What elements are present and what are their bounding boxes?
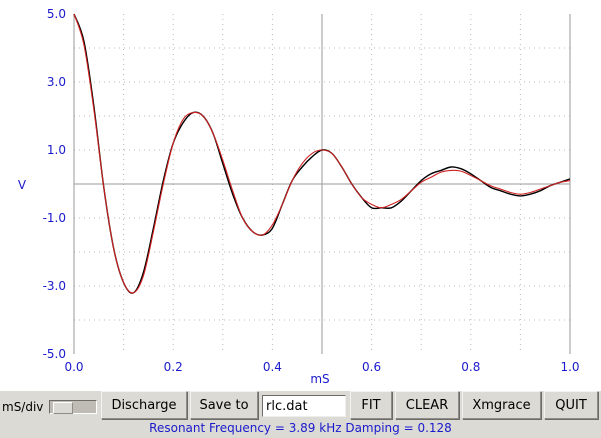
- timebase-slider[interactable]: [49, 400, 97, 414]
- y-tick-label: 3.0: [47, 75, 66, 89]
- quit-button[interactable]: QUIT: [544, 391, 598, 419]
- y-tick-label: -1.0: [43, 211, 66, 225]
- plot-canvas: 0.0 0.2 0.4 0.6 0.8 1.05.03.01.0-1.0-3.0-5.0 …: [0, 0, 601, 391]
- y-axis-label: V: [18, 178, 27, 192]
- plot-background: [0, 0, 601, 391]
- timebase-slider-handle[interactable]: [53, 402, 73, 414]
- discharge-button[interactable]: Discharge: [101, 391, 187, 419]
- x-axis-label: mS: [310, 372, 329, 386]
- y-tick-label: -3.0: [43, 279, 66, 293]
- save-to-button[interactable]: Save to: [190, 391, 258, 419]
- control-toolbar: mS/div Discharge Save to FIT CLEAR Xmgra…: [0, 391, 601, 421]
- x-tick-label: 1.0: [560, 360, 579, 374]
- filename-input[interactable]: [262, 395, 346, 417]
- y-tick-label: -5.0: [43, 347, 66, 361]
- x-tick-label: 0.6: [362, 360, 381, 374]
- tick-labels: 0.0 0.2 0.4 0.6 0.8 1.0 5.0 3.0 1.0 -1.0 -3.0 -5.0: [43, 7, 580, 374]
- fit-button[interactable]: FIT: [350, 391, 392, 419]
- series-line-2: [73, 13, 571, 294]
- x-tick-label: 0.0: [64, 360, 83, 374]
- x-tick-label: 0.2: [164, 360, 183, 374]
- y-tick-label: 5.0: [47, 7, 66, 21]
- clear-button[interactable]: CLEAR: [395, 391, 459, 419]
- x-tick-label: 0.4: [263, 360, 282, 374]
- status-line: Resonant Frequency = 3.89 kHz Damping = …: [149, 421, 452, 435]
- y-tick-label: 1.0: [47, 143, 66, 157]
- series-group: [73, 13, 571, 294]
- timebase-label: mS/div: [2, 400, 44, 414]
- xmgrace-button[interactable]: Xmgrace: [462, 391, 541, 419]
- x-tick-label: 0.8: [461, 360, 480, 374]
